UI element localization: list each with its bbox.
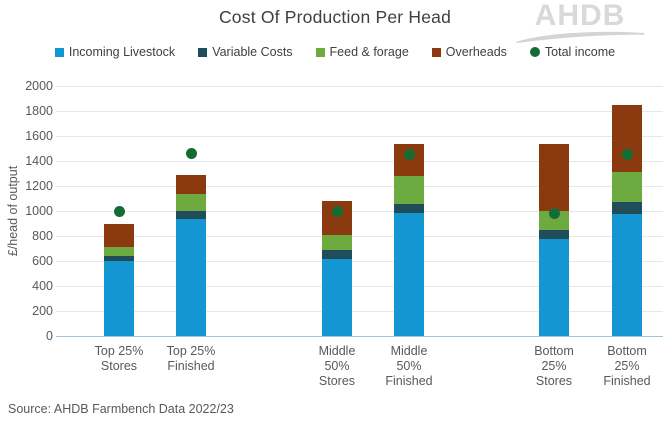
bar-segment-feed-forage <box>322 234 352 251</box>
y-tick-label: 1800 <box>25 103 53 118</box>
ahdb-logo: AHDB <box>514 0 646 44</box>
y-tick-label: 1200 <box>25 178 53 193</box>
y-tick-label: 1600 <box>25 128 53 143</box>
bar-segment-feed-forage <box>104 246 134 256</box>
source-note: Source: AHDB Farmbench Data 2022/23 <box>8 402 234 416</box>
legend-item-incoming-livestock: Incoming Livestock <box>54 45 176 59</box>
y-tick-label: 800 <box>32 228 53 243</box>
gridline <box>56 86 663 87</box>
gridline <box>56 211 663 212</box>
bar-segment-overheads <box>539 143 569 211</box>
legend-square-marker-incoming-livestock <box>54 47 64 57</box>
y-tick-label: 600 <box>32 253 53 268</box>
ahdb-logo-swoosh <box>515 31 645 43</box>
gridline <box>56 111 663 112</box>
y-tick-label: 2000 <box>25 78 53 93</box>
bar-segment-overheads <box>612 104 642 173</box>
legend-item-feed-forage: Feed & forage <box>315 45 409 59</box>
x-axis-label-middle-50-finished: Middle 50% Finished <box>385 344 433 388</box>
bar-segment-feed-forage <box>612 172 642 203</box>
ahdb-logo-text: AHDB <box>534 0 626 32</box>
bar-segment-incoming-livestock <box>394 212 424 336</box>
gridline <box>56 161 663 162</box>
x-axis-label-bottom-25-stores: Bottom 25% Stores <box>534 344 574 388</box>
gridline <box>56 286 663 287</box>
y-tick-label: 200 <box>32 303 53 318</box>
bar-segment-variable-costs <box>612 202 642 214</box>
gridline <box>56 261 663 262</box>
x-axis-label-top-25-finished: Top 25% Finished <box>166 344 216 373</box>
bar-segment-overheads <box>176 175 206 194</box>
total-income-dot <box>185 148 197 159</box>
bar-segment-incoming-livestock <box>322 258 352 336</box>
legend-item-total-income: Total income <box>529 45 616 59</box>
chart-legend: Incoming Livestock Variable Costs Feed & f… <box>0 42 670 62</box>
bar-segment-feed-forage <box>539 211 569 231</box>
bar-segment-incoming-livestock <box>104 261 134 336</box>
legend-item-overheads: Overheads <box>431 45 507 59</box>
bar-segment-incoming-livestock <box>539 238 569 336</box>
y-tick-label: 400 <box>32 278 53 293</box>
total-income-dot <box>548 208 560 219</box>
gridline <box>56 311 663 312</box>
chart-title: Cost Of Production Per Head <box>218 7 452 27</box>
x-axis-label-top-25-stores: Top 25% Stores <box>94 344 144 373</box>
bar-segment-feed-forage <box>394 176 424 204</box>
legend-label: Total income <box>544 45 616 59</box>
y-tick-label: 1400 <box>25 153 53 168</box>
legend-label: Feed & forage <box>329 45 409 59</box>
y-tick-label: 0 <box>46 328 53 343</box>
bar-segment-variable-costs <box>394 203 424 213</box>
total-income-dot <box>113 205 125 217</box>
legend-item-variable-costs: Variable Costs <box>198 45 293 59</box>
gridline <box>56 236 663 237</box>
bar-segment-incoming-livestock <box>176 218 206 336</box>
total-income-dot <box>403 148 415 160</box>
bar-segment-variable-costs <box>104 256 134 261</box>
legend-square-marker-feed-forage <box>315 47 325 57</box>
y-tick-label: 1000 <box>25 203 53 218</box>
bar-segment-feed-forage <box>176 193 206 211</box>
legend-circle-marker-total-income <box>529 47 540 57</box>
x-axis-line <box>56 336 663 337</box>
bar-segment-variable-costs <box>539 230 569 239</box>
gridline <box>56 186 663 187</box>
total-income-dot <box>331 205 343 217</box>
legend-square-marker-overheads <box>431 47 441 57</box>
bar-segment-variable-costs <box>322 250 352 259</box>
x-axis-label-middle-50-stores: Middle 50% Stores <box>318 344 356 388</box>
x-axis-label-bottom-25-finished: Bottom 25% Finished <box>603 344 651 388</box>
bar-segment-incoming-livestock <box>612 213 642 336</box>
bar-segment-overheads <box>104 223 134 247</box>
legend-label: Incoming Livestock <box>68 45 176 59</box>
total-income-dot <box>621 149 633 161</box>
legend-label: Overheads <box>445 45 507 59</box>
gridline <box>56 136 663 137</box>
legend-label: Variable Costs <box>212 45 293 59</box>
legend-square-marker-variable-costs <box>198 47 208 57</box>
bar-segment-variable-costs <box>176 211 206 219</box>
